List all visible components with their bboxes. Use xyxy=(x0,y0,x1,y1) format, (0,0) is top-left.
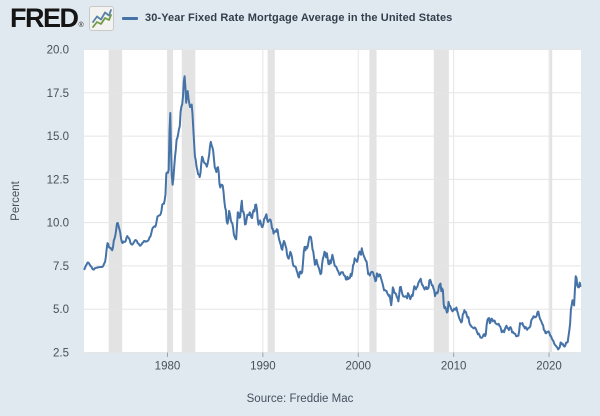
registered-trademark: ® xyxy=(78,22,84,29)
fred-logo[interactable]: FRED ® xyxy=(10,3,114,33)
header: FRED ® 30-Year Fixed Rate Mortgage Avera… xyxy=(0,0,600,40)
recession-band xyxy=(267,49,275,353)
recession-band xyxy=(369,49,377,353)
y-tick-label: 7.5 xyxy=(53,261,69,273)
x-tick-label: 1990 xyxy=(250,361,276,373)
x-tick-label: 2010 xyxy=(441,361,467,373)
y-tick-label: 5.0 xyxy=(53,304,69,316)
series-line xyxy=(83,75,582,351)
recession-band xyxy=(433,49,449,353)
recession-band xyxy=(108,49,123,353)
y-axis-title: Percent xyxy=(10,180,22,220)
recession-band xyxy=(181,49,196,353)
plot-area xyxy=(84,49,581,353)
legend-line-marker xyxy=(122,16,138,20)
y-tick-label: 10.0 xyxy=(47,218,69,230)
source-note: Source: Freddie Mac xyxy=(246,393,354,405)
sparkline-chart-icon xyxy=(88,6,114,31)
recession-band xyxy=(549,49,553,353)
y-tick-label: 17.5 xyxy=(47,88,69,100)
legend: 30-Year Fixed Rate Mortgage Average in t… xyxy=(122,12,452,24)
y-tick-label: 15.0 xyxy=(47,131,69,143)
legend-series-label: 30-Year Fixed Rate Mortgage Average in t… xyxy=(145,12,453,24)
y-tick-label: 2.5 xyxy=(53,348,69,360)
y-tick-label: 12.5 xyxy=(47,174,69,186)
y-tick-label: 20.0 xyxy=(47,45,69,57)
x-tick-label: 2000 xyxy=(345,361,371,373)
recession-band xyxy=(167,49,174,353)
x-tick-label: 1980 xyxy=(155,361,181,373)
x-tick-label: 2020 xyxy=(536,361,562,373)
fred-logo-text: FRED xyxy=(10,3,79,33)
